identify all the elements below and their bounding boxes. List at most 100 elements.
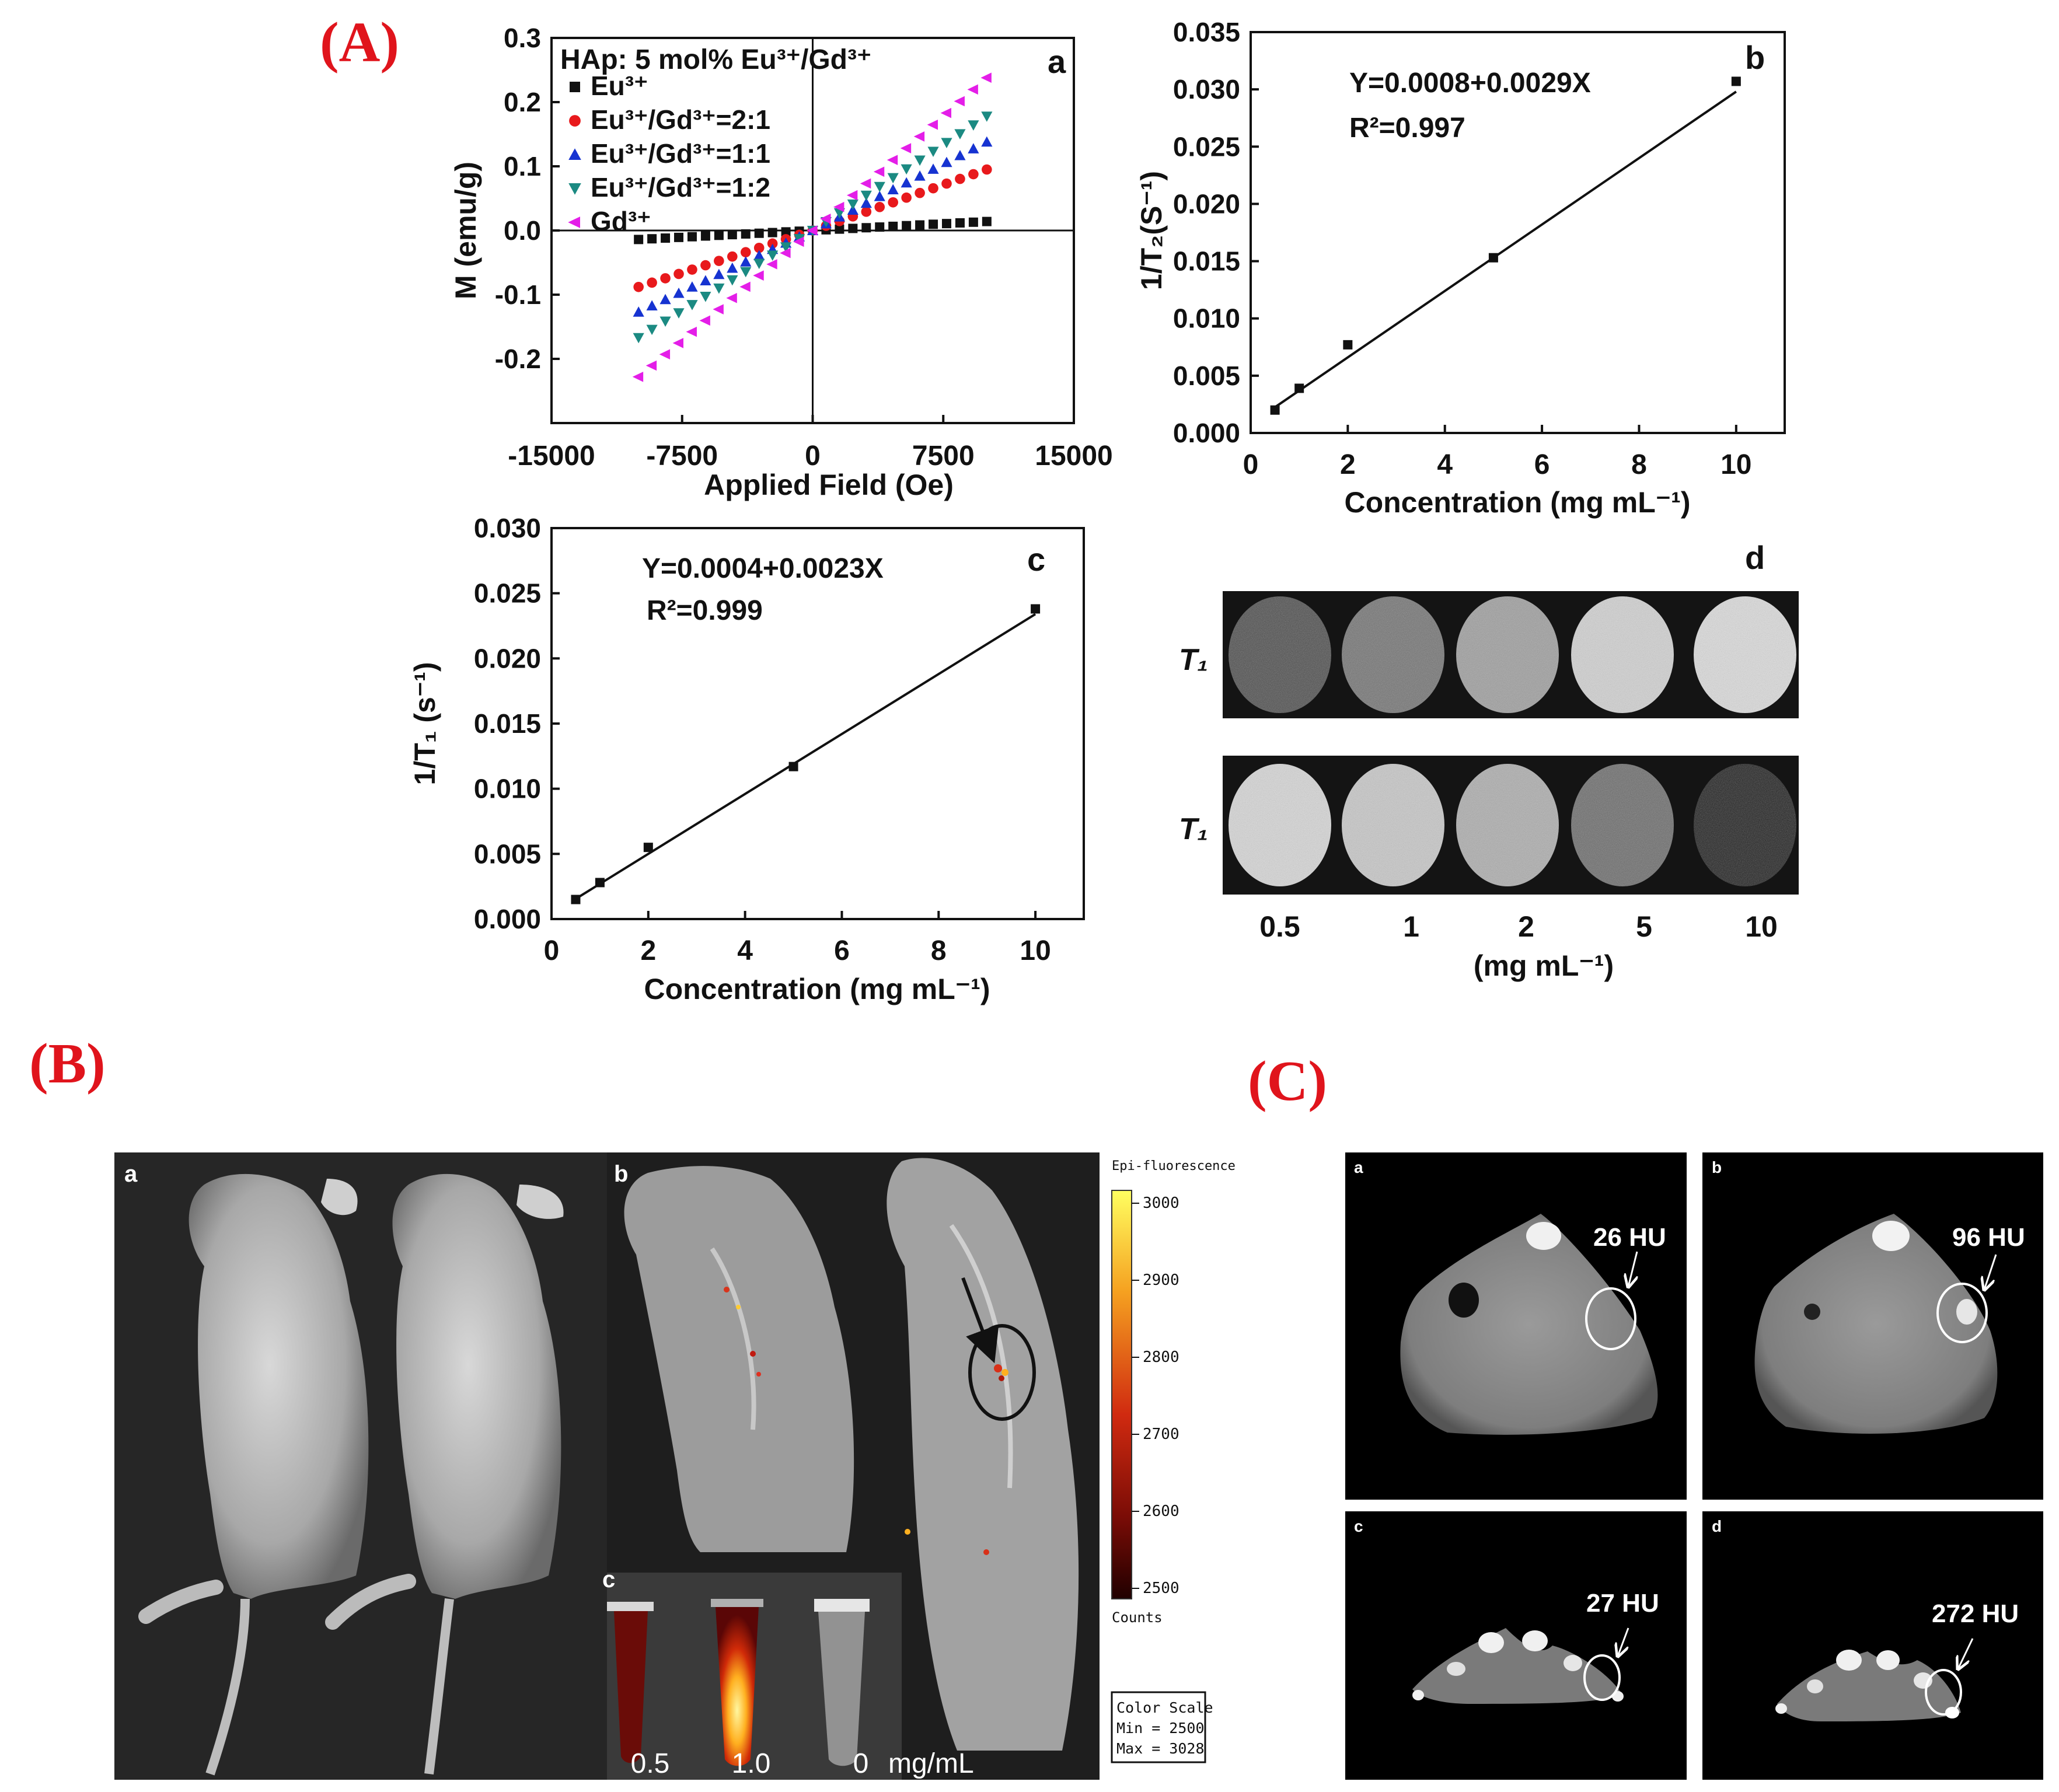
data-point — [982, 164, 992, 175]
data-point — [860, 190, 872, 201]
y-tick-label: 0.3 — [504, 23, 541, 53]
x-tick-label: 2 — [1340, 449, 1356, 480]
data-point — [780, 247, 791, 259]
data-point — [740, 267, 752, 278]
data-point — [726, 292, 737, 303]
data-point — [673, 268, 684, 280]
ct-letter-d: d — [1712, 1517, 1722, 1535]
tumor-arrow — [961, 1277, 999, 1364]
data-point — [1270, 405, 1280, 415]
mri-disk-noise — [1694, 596, 1796, 713]
data-point — [659, 316, 671, 327]
data-point — [968, 143, 979, 153]
data-point — [714, 230, 724, 240]
data-point — [955, 173, 965, 184]
tumor-circle — [968, 1324, 1036, 1421]
data-point — [940, 107, 951, 118]
tube-unit: mg/mL — [888, 1748, 974, 1779]
legend-label: Gd³⁺ — [591, 206, 651, 236]
fit-line — [575, 613, 1037, 900]
data-point — [954, 129, 966, 139]
data-point — [915, 187, 925, 198]
data-point — [700, 292, 711, 302]
y-tick-label: 0.010 — [1173, 303, 1240, 334]
legend-title: HAp: 5 mol% Eu³⁺/Gd³⁺ — [560, 44, 871, 75]
data-point — [788, 761, 798, 771]
data-point — [754, 228, 764, 238]
x-tick-label: 10 — [1721, 449, 1751, 480]
data-point — [1343, 340, 1353, 350]
scale-ticks: 3000 2900 2800 2700 2600 2500 — [1132, 1194, 1179, 1597]
data-point — [646, 324, 658, 336]
panel-letter: c — [1027, 541, 1045, 578]
data-point — [672, 338, 684, 348]
color-scale-box — [1111, 1691, 1206, 1763]
data-point — [767, 238, 778, 249]
row-label-1: T₁ — [1179, 643, 1208, 677]
y-axis-label: 1/T₂(S⁻¹) — [1135, 171, 1168, 290]
data-point — [673, 308, 685, 319]
y-tick-label: 0.030 — [474, 513, 541, 543]
data-point — [860, 178, 871, 189]
data-point — [699, 315, 710, 326]
data-point — [674, 232, 684, 242]
concentration-label: 1 — [1403, 910, 1419, 943]
plot-frame — [550, 527, 1085, 920]
data-point — [1294, 383, 1304, 393]
axis-ticks: 0 2 4 6 8 10 0.000 0.005 0.010 0.015 0.020 0.025 0.0… — [1173, 17, 1752, 480]
chart-magnetization: -15000 -7500 0 7500 15000 -0.2 -0.1 0.0 0.1 0.2 0.… — [449, 23, 1113, 501]
data-point — [941, 138, 952, 148]
y-tick-label: 0.0 — [504, 215, 541, 246]
data-point — [700, 260, 711, 271]
data-point — [981, 111, 993, 122]
data-point — [941, 178, 952, 189]
sub-label-c: c — [602, 1567, 615, 1592]
y-tick-label: 0.2 — [504, 87, 541, 117]
axis-ticks: -15000 -7500 0 7500 15000 -0.2 -0.1 0.0 0.1 0.2 0.… — [495, 23, 1113, 471]
legend: Eu³⁺Eu³⁺/Gd³⁺=2:1Eu³⁺/Gd³⁺=1:1Eu³⁺/Gd³⁺=… — [568, 71, 770, 236]
data-point — [753, 270, 764, 281]
data-point — [901, 164, 912, 175]
data-point — [833, 201, 844, 212]
data-point — [647, 277, 657, 288]
data-point — [914, 155, 926, 166]
data-point — [713, 304, 724, 315]
data-point — [927, 119, 938, 130]
x-tick-label: -15000 — [508, 441, 595, 471]
mri-disks — [1229, 596, 1796, 886]
tube-label-0-5: 0.5 — [631, 1748, 670, 1779]
y-tick-label: 0.005 — [474, 839, 541, 869]
color-scale-line-3: Max = 3028 — [1116, 1740, 1205, 1757]
data-point — [713, 283, 725, 294]
panel-letter: b — [1745, 39, 1765, 76]
data-point — [753, 242, 765, 253]
mri-disk-noise — [1571, 764, 1674, 886]
data-point — [927, 163, 939, 174]
data-point — [913, 131, 925, 142]
tube-0 — [814, 1599, 870, 1766]
scale-tick-label: 2900 — [1143, 1271, 1179, 1289]
data-point — [727, 275, 738, 286]
data-point — [982, 216, 992, 226]
data-point — [767, 228, 777, 237]
data-point — [595, 878, 605, 888]
data-points — [571, 604, 1041, 904]
mri-disk-noise — [1456, 596, 1559, 713]
data-point — [861, 207, 872, 217]
y-tick-label: 0.1 — [504, 151, 541, 181]
y-tick-label: 0.000 — [474, 904, 541, 934]
data-point — [861, 223, 871, 233]
data-point — [727, 230, 737, 240]
data-point — [888, 221, 898, 231]
data-point — [900, 143, 912, 153]
data-point — [727, 262, 738, 273]
tube-label-1-0: 1.0 — [732, 1748, 771, 1779]
scale-tick-label: 2800 — [1143, 1349, 1179, 1366]
legend-marker — [568, 183, 581, 195]
data-point — [713, 268, 725, 280]
x-tick-label: -7500 — [646, 441, 718, 471]
tube-1-0 — [711, 1599, 763, 1766]
data-point — [981, 136, 993, 147]
data-point — [887, 155, 898, 165]
mri-phantom-panel: d T₁ T₁ 0.5 1 2 5 10 (mg mL⁻¹) — [1179, 539, 1799, 982]
